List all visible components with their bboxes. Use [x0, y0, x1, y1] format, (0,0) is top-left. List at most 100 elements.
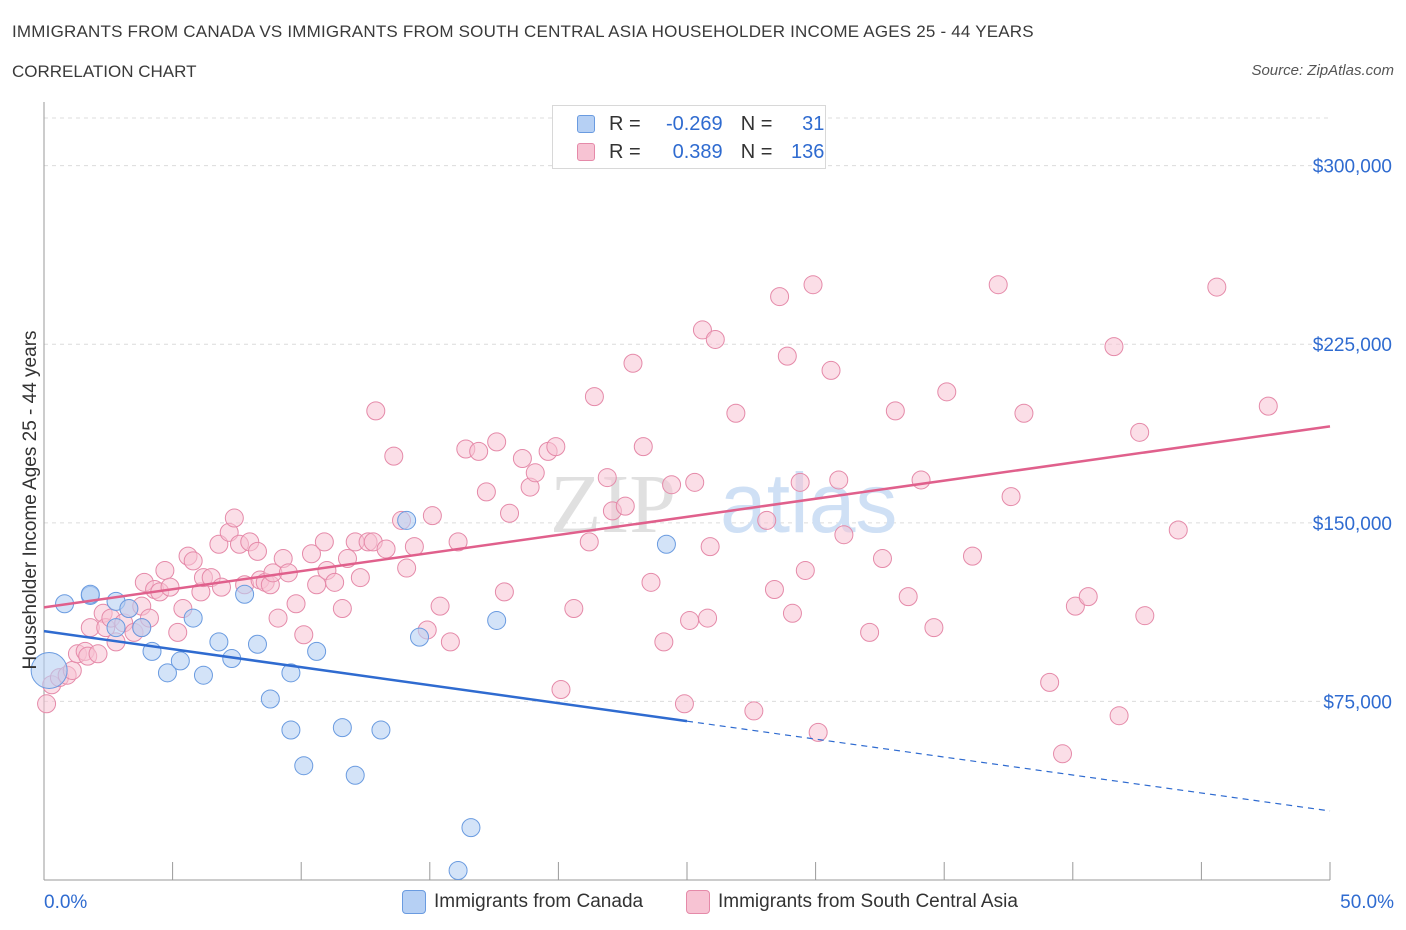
- sca-point: [247, 541, 267, 561]
- canada-points: [30, 510, 676, 880]
- sca-point: [564, 599, 584, 619]
- sca-point: [1014, 403, 1034, 423]
- sca-point: [487, 432, 507, 452]
- sca-point: [829, 470, 849, 490]
- y-tick-label: $300,000: [1313, 157, 1392, 178]
- sca-point: [615, 496, 635, 516]
- x-tick-label: 0.0%: [44, 892, 87, 913]
- canada-point: [487, 610, 507, 630]
- chart-subtitle: CORRELATION CHART: [12, 62, 197, 81]
- legend-r-label: R =: [609, 140, 641, 163]
- canada-point: [656, 534, 676, 554]
- sca-point: [633, 437, 653, 457]
- y-axis-label: Householder Income Ages 25 - 44 years: [20, 330, 41, 669]
- legend-r-value: -0.269: [665, 112, 723, 135]
- sca-point: [301, 544, 321, 564]
- canada-point: [294, 756, 314, 776]
- sca-point: [1130, 422, 1150, 442]
- legend-n-value: 31: [802, 112, 825, 135]
- canada-point: [461, 818, 481, 838]
- sca-point: [808, 722, 828, 742]
- sca-point: [404, 537, 424, 557]
- sca-point: [1207, 277, 1227, 297]
- sca-trend-line: [43, 425, 1331, 609]
- canada-point: [119, 599, 139, 619]
- bottom-legend-sca: Immigrants from South Central Asia: [686, 888, 1018, 916]
- sca-point: [546, 437, 566, 457]
- canada-point: [307, 641, 327, 661]
- canada-point: [332, 718, 352, 738]
- sca-point: [430, 596, 450, 616]
- sca-point: [384, 446, 404, 466]
- sca-point: [757, 510, 777, 530]
- sca-point: [1078, 587, 1098, 607]
- canada-point: [193, 665, 213, 685]
- legend-row-canada: R = -0.269 N = 31: [577, 112, 824, 136]
- sca-point: [597, 468, 617, 488]
- canada-point: [209, 632, 229, 652]
- sca-point: [168, 622, 188, 642]
- canada-point: [371, 720, 391, 740]
- sca-point: [641, 572, 661, 592]
- legend-n-label: N =: [740, 140, 773, 163]
- legend-swatch-canada: [577, 115, 595, 133]
- sca-point: [579, 532, 599, 552]
- sca-point: [698, 608, 718, 628]
- canada-point: [80, 584, 100, 604]
- sca-point: [777, 346, 797, 366]
- watermark-atlas: atlas: [720, 456, 897, 550]
- sca-point: [674, 694, 694, 714]
- sca-point: [1168, 520, 1188, 540]
- sca-point: [988, 275, 1008, 295]
- sca-point: [494, 582, 514, 602]
- canada-point: [157, 663, 177, 683]
- sca-point: [803, 275, 823, 295]
- axis-labels: $75,000 $150,000 $225,000 $300,000 0.0% 50.0%…: [20, 157, 1394, 913]
- sca-point: [448, 532, 468, 552]
- sca-point: [476, 482, 496, 502]
- sca-point: [662, 475, 682, 495]
- sca-point: [469, 441, 489, 461]
- sca-point: [1109, 706, 1129, 726]
- sca-point: [422, 506, 442, 526]
- sca-point: [1258, 396, 1278, 416]
- sca-point: [183, 551, 203, 571]
- sca-point: [224, 508, 244, 528]
- sca-point: [700, 537, 720, 557]
- sca-point: [623, 353, 643, 373]
- sca-point: [294, 625, 314, 645]
- legend-swatch-sca: [577, 143, 595, 161]
- sca-point: [332, 599, 352, 619]
- sca-point: [1065, 596, 1085, 616]
- sca-point: [692, 320, 712, 340]
- chart-title: IMMIGRANTS FROM CANADA VS IMMIGRANTS FRO…: [12, 22, 1034, 41]
- y-tick-label: $75,000: [1323, 692, 1392, 713]
- sca-point: [350, 568, 370, 588]
- sca-point: [924, 618, 944, 638]
- canada-point: [132, 618, 152, 638]
- sca-point: [962, 546, 982, 566]
- sca-point: [500, 503, 520, 523]
- legend-n-label: N =: [740, 112, 773, 135]
- canada-point: [170, 651, 190, 671]
- sca-point: [325, 572, 345, 592]
- canada-point: [448, 860, 468, 880]
- sca-point: [834, 525, 854, 545]
- canada-point: [183, 608, 203, 628]
- sca-point: [782, 603, 802, 623]
- sca-point: [268, 608, 288, 628]
- sca-point: [770, 287, 790, 307]
- sca-point: [525, 463, 545, 483]
- sca-point: [885, 401, 905, 421]
- sca-point: [790, 472, 810, 492]
- sca-point: [286, 594, 306, 614]
- legend-r-value: 0.389: [672, 140, 723, 163]
- sca-point: [155, 560, 175, 580]
- sca-point: [705, 329, 725, 349]
- sca-point: [1104, 337, 1124, 357]
- sca-point: [512, 449, 532, 469]
- trend-lines: [43, 425, 1331, 812]
- x-tick-label: 50.0%: [1340, 892, 1394, 913]
- bottom-legend-swatch-sca: [686, 890, 710, 914]
